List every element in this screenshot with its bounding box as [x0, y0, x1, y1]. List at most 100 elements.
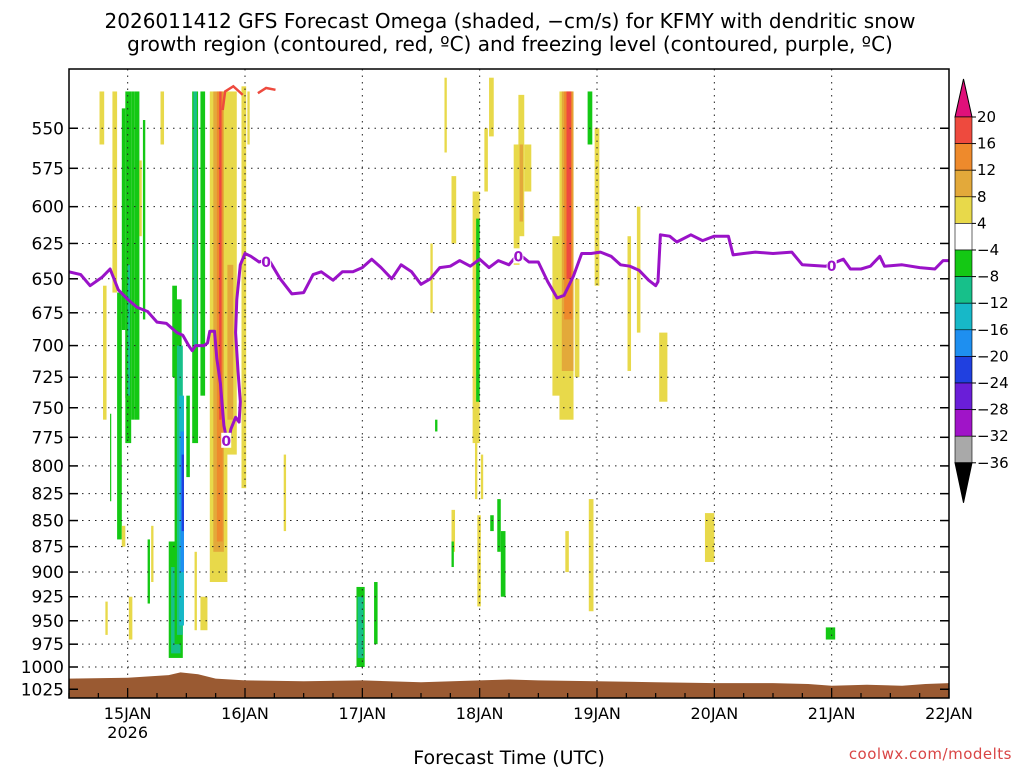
- colorbar-tick-label-8: −16: [977, 321, 1009, 339]
- omega-shade-72: [574, 278, 580, 378]
- colorbar-bin-4: [954, 223, 973, 251]
- omega-shade-8: [127, 264, 131, 396]
- y-tick-label-1025: 1025: [21, 680, 64, 700]
- omega-shade-56: [484, 128, 488, 192]
- x-tick-label-22: 22JAN: [925, 704, 973, 723]
- y-tick-label-925: 925: [32, 588, 64, 608]
- colorbar-bin-0: [954, 116, 973, 144]
- colorbar: 20 16 12 8 4 −4 −8 −12 −16 −20 −24 −28 −32 −36: [954, 78, 1009, 503]
- omega-shade-27: [186, 395, 190, 478]
- freezing-label-3: 0: [221, 434, 231, 450]
- colorbar-bin-11: [954, 409, 973, 437]
- freezing-level-line: [69, 233, 949, 443]
- omega-shade-17: [151, 525, 154, 583]
- omega-shade-46: [444, 77, 447, 153]
- credit-text: coolwx.com/modelts: [849, 745, 1012, 763]
- colorbar-tick-label-12: −32: [977, 427, 1009, 445]
- colorbar-tick-label-3: 8: [977, 188, 987, 206]
- y-tick-label-775: 775: [32, 428, 64, 448]
- omega-shade-54: [477, 515, 481, 607]
- omega-shade-10: [134, 91, 140, 420]
- colorbar-bin-10: [954, 382, 973, 410]
- colorbar-bin-9: [954, 356, 973, 384]
- y-tick-label-675: 675: [32, 304, 64, 324]
- omega-shade-1: [103, 285, 107, 420]
- colorbar-bin-1: [954, 143, 973, 171]
- x-tick-label-16: 16JAN: [221, 704, 269, 723]
- omega-shade-12: [105, 601, 108, 635]
- colorbar-bin-6: [954, 276, 973, 304]
- colorbar-bin-5: [954, 249, 973, 277]
- omega-shade-4: [117, 292, 122, 540]
- y-tick-label-550: 550: [32, 119, 64, 139]
- terrain-fill: [69, 672, 949, 698]
- colorbar-bin-7: [954, 302, 973, 331]
- omega-shade-53: [476, 218, 480, 402]
- y-tick-label-625: 625: [32, 234, 64, 254]
- y-tick-label-825: 825: [32, 485, 64, 505]
- dendritic-line-0: [221, 84, 244, 111]
- omega-shade-38: [227, 264, 234, 420]
- omega-shade-3: [110, 413, 112, 502]
- y-tick-label-650: 650: [32, 270, 64, 290]
- omega-shade-80: [825, 627, 836, 640]
- dendritic-line-1: [257, 86, 276, 95]
- x-tick-label-19: 19JAN: [573, 704, 621, 723]
- omega-shade-18: [160, 91, 165, 145]
- y-tick-label-750: 750: [32, 399, 64, 419]
- omega-shade-2: [112, 91, 118, 293]
- omega-shade-39: [241, 86, 247, 489]
- omega-shade-5: [121, 108, 126, 330]
- omega-shade-55: [480, 454, 484, 500]
- chart-title-line-2: growth region (contoured, red, ºC) and f…: [127, 32, 893, 56]
- omega-shade-58: [490, 515, 494, 532]
- colorbar-tick-label-13: −36: [977, 454, 1009, 472]
- omega-shade-71: [565, 531, 569, 573]
- omega-shade-36: [219, 91, 222, 420]
- x-tick-label-15: 15JAN: [104, 704, 152, 723]
- colorbar-tick-label-5: −4: [977, 241, 999, 259]
- x-tick-label-17: 17JAN: [338, 704, 386, 723]
- terrain: [69, 672, 949, 698]
- chart-title-line-1: 2026011412 GFS Forecast Omega (shaded, −…: [105, 9, 916, 33]
- omega-shade-59: [497, 499, 501, 552]
- y-tick-label-725: 725: [32, 368, 64, 388]
- omega-shade-11: [121, 525, 126, 547]
- omega-shade-47: [451, 176, 457, 244]
- omega-shade-48: [435, 419, 438, 432]
- colorbar-tick-label-2: 12: [977, 161, 996, 179]
- dendritic-growth-contour: [221, 84, 276, 111]
- x-axis-label: Forecast Time (UTC): [413, 747, 604, 768]
- y-tick-label-975: 975: [32, 635, 64, 655]
- freezing-label-bg-0: [261, 254, 272, 270]
- freezing-label-2: 0: [827, 259, 837, 275]
- colorbar-tick-label-10: −24: [977, 374, 1009, 392]
- omega-shade-44: [374, 582, 378, 645]
- y-tick-label-700: 700: [32, 337, 64, 357]
- omega-shade-73: [587, 91, 593, 145]
- y-tick-label-950: 950: [32, 612, 64, 632]
- freezing-label-bg-1: [513, 248, 524, 264]
- omega-shade-14: [139, 160, 142, 237]
- colorbar-bin-12: [954, 435, 973, 464]
- colorbar-bottom-triangle: [954, 462, 973, 503]
- x-tick-label-18: 18JAN: [456, 704, 504, 723]
- colorbar-tick-label-1: 16: [977, 135, 996, 153]
- y-tick-label-900: 900: [32, 563, 64, 583]
- omega-shade-74: [588, 499, 594, 612]
- omega-shade-41: [283, 454, 287, 532]
- colorbar-tick-label-9: −20: [977, 347, 1009, 365]
- y-tick-label-575: 575: [32, 159, 64, 179]
- colorbar-bin-3: [954, 196, 973, 224]
- omega-shade-69: [566, 91, 572, 279]
- omega-shade-78: [659, 332, 668, 402]
- omega-shade-29: [193, 91, 197, 346]
- omega-shading: [99, 77, 836, 667]
- omega-shade-26: [181, 454, 184, 532]
- omega-shade-32: [200, 596, 208, 631]
- omega-shade-9: [131, 91, 135, 420]
- omega-shade-49: [451, 509, 456, 552]
- omega-shade-60: [500, 531, 506, 597]
- omega-shade-0: [99, 91, 105, 145]
- omega-shade-16: [147, 539, 150, 604]
